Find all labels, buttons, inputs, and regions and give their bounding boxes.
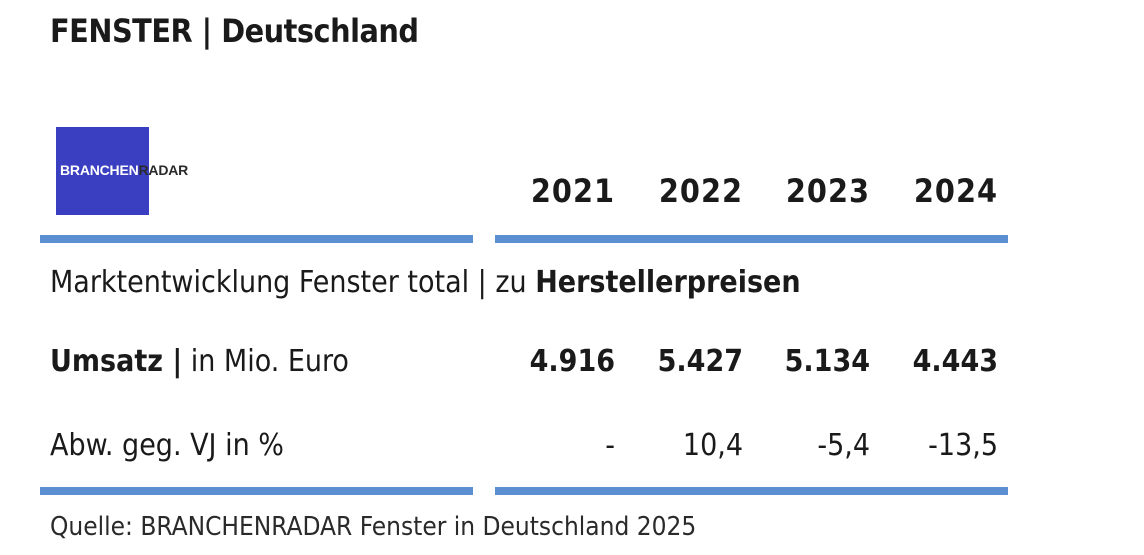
source-note: Quelle: BRANCHENRADAR Fenster in Deutsch… bbox=[50, 512, 697, 542]
logo-text-part1: BRANCHEN bbox=[60, 162, 139, 178]
cell-abw-2021: - bbox=[605, 428, 615, 463]
branchenradar-logo bbox=[56, 127, 149, 215]
cell-abw-2023: -5,4 bbox=[817, 428, 870, 463]
year-header-2022: 2022 bbox=[658, 172, 743, 210]
year-header-2021: 2021 bbox=[530, 172, 615, 210]
cell-umsatz-2023: 5.134 bbox=[784, 344, 870, 379]
row-label-umsatz: Umsatz | in Mio. Euro bbox=[50, 344, 349, 379]
bottom-rule-right bbox=[495, 487, 1008, 495]
page-title: FENSTER | Deutschland bbox=[50, 12, 419, 50]
logo-text-part2: RADAR bbox=[138, 162, 189, 178]
row-label-abweichung: Abw. geg. VJ in % bbox=[50, 428, 284, 463]
year-header-2023: 2023 bbox=[785, 172, 870, 210]
logo-text: BRANCHENRADAR bbox=[60, 162, 188, 178]
row-label-umsatz-regular: in Mio. Euro bbox=[182, 344, 349, 379]
cell-umsatz-2022: 5.427 bbox=[657, 344, 743, 379]
row-label-umsatz-bold: Umsatz | bbox=[50, 344, 183, 379]
year-header-2024: 2024 bbox=[913, 172, 998, 210]
cell-abw-2024: -13,5 bbox=[928, 428, 998, 463]
top-rule-left bbox=[40, 235, 473, 243]
top-rule-right bbox=[495, 235, 1008, 243]
cell-umsatz-2021: 4.916 bbox=[529, 344, 615, 379]
cell-abw-2022: 10,4 bbox=[682, 428, 743, 463]
cell-umsatz-2024: 4.443 bbox=[912, 344, 998, 379]
subtitle-bold: Herstellerpreisen bbox=[535, 265, 801, 300]
table-subtitle: Marktentwicklung Fenster total | zu Hers… bbox=[50, 265, 801, 300]
subtitle-regular: Marktentwicklung Fenster total | zu bbox=[50, 265, 536, 300]
bottom-rule-left bbox=[40, 487, 473, 495]
